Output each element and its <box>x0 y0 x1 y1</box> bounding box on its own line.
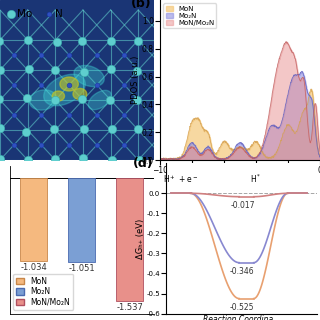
Text: (d): (d) <box>133 157 154 170</box>
X-axis label: Reaction Coordina...: Reaction Coordina... <box>203 315 280 320</box>
Text: -0.017: -0.017 <box>231 201 255 210</box>
Text: -0.346: -0.346 <box>229 267 254 276</box>
Text: -1.034: -1.034 <box>20 263 47 272</box>
Polygon shape <box>60 77 78 91</box>
Y-axis label: ΔGₕ₊ (eV): ΔGₕ₊ (eV) <box>136 218 145 259</box>
Y-axis label: PDOS (a.u.): PDOS (a.u.) <box>131 56 140 104</box>
Polygon shape <box>29 90 57 110</box>
Polygon shape <box>74 65 104 87</box>
Bar <box>20 178 47 260</box>
Polygon shape <box>88 90 111 110</box>
Text: N: N <box>55 9 63 19</box>
Polygon shape <box>52 91 65 101</box>
Text: Mo: Mo <box>17 9 32 19</box>
X-axis label: E-Eₙ (eV): E-Eₙ (eV) <box>221 177 259 186</box>
Text: -1.537: -1.537 <box>116 303 143 312</box>
Bar <box>116 178 143 300</box>
Legend: MoN, Mo₂N, MoN/Mo₂N: MoN, Mo₂N, MoN/Mo₂N <box>164 4 216 28</box>
Polygon shape <box>44 74 85 106</box>
Text: -1.051: -1.051 <box>68 264 95 273</box>
Text: (b): (b) <box>131 0 152 10</box>
Text: -0.525: -0.525 <box>229 303 254 312</box>
Text: H$^*$: H$^*$ <box>251 173 262 185</box>
Bar <box>68 178 95 262</box>
Text: H$^+$ + e$^-$: H$^+$ + e$^-$ <box>163 173 199 185</box>
Legend: MoN, Mo₂N, MoN/Mo₂N: MoN, Mo₂N, MoN/Mo₂N <box>13 274 73 310</box>
Polygon shape <box>73 88 87 100</box>
